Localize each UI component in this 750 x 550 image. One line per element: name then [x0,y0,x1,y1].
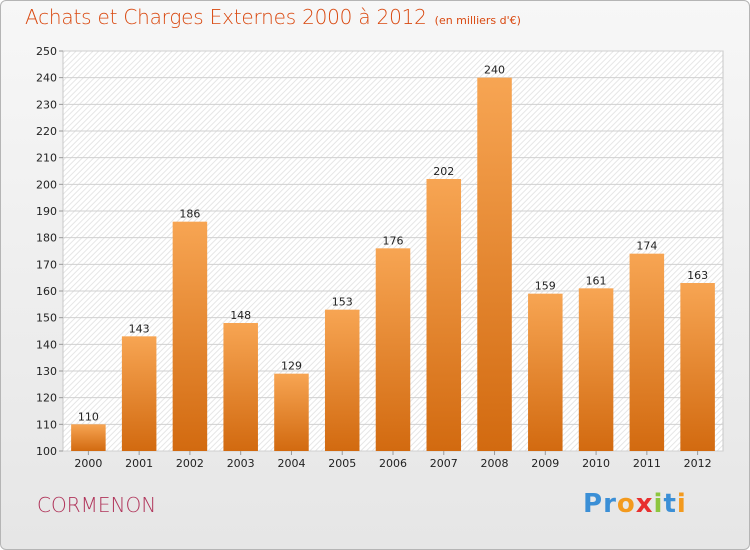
logo-letter: o [616,489,636,519]
x-tick-label-2005: 2005 [328,457,356,470]
x-tick-label-2010: 2010 [582,457,610,470]
bar-2009 [528,293,563,451]
x-tick-label-2001: 2001 [125,457,153,470]
data-label-2004: 129 [281,360,302,373]
y-tick-label: 220 [36,125,57,138]
logo-letter: r [603,489,617,519]
y-tick-label: 210 [36,152,57,165]
commune-name: CORMENON [37,493,157,517]
data-label-2007: 202 [433,165,454,178]
data-label-2010: 161 [586,274,607,287]
data-label-2012: 163 [687,269,708,282]
y-tick-label: 120 [36,392,57,405]
data-label-2003: 148 [230,309,251,322]
data-label-2000: 110 [78,410,99,423]
y-tick-label: 170 [36,258,57,271]
y-tick-label: 160 [36,285,57,298]
x-tick-label-2007: 2007 [430,457,458,470]
y-tick-label: 230 [36,98,57,111]
y-tick-label: 190 [36,205,57,218]
y-tick-label: 140 [36,338,57,351]
y-tick-label: 150 [36,312,57,325]
bar-2005 [324,309,360,451]
data-label-2006: 176 [383,234,404,247]
bar-2006 [375,248,411,451]
x-tick-label-2011: 2011 [633,457,661,470]
data-label-2011: 174 [636,240,657,253]
bar-2008 [477,77,512,452]
bar-2010 [578,288,614,451]
x-tick-label-2000: 2000 [74,457,102,470]
bar-2002 [172,221,208,451]
x-tick-label-2002: 2002 [176,457,204,470]
x-tick-label-2008: 2008 [481,457,509,470]
data-label-2005: 153 [332,296,353,309]
y-tick-label: 250 [36,45,57,58]
bar-2007 [426,179,462,451]
x-tick-label-2012: 2012 [684,457,712,470]
proxiti-logo: Proxiti [583,489,687,519]
logo-letter: i [653,489,664,519]
bar-2000 [71,424,106,451]
data-label-2002: 186 [179,208,200,221]
y-tick-label: 200 [36,178,57,191]
y-tick-label: 180 [36,232,57,245]
bar-2003 [223,323,258,451]
logo-letter: P [583,489,604,519]
bar-2012 [680,283,715,451]
data-label-2008: 240 [484,64,505,77]
y-tick-label: 110 [36,418,57,431]
logo-letter: t [663,489,677,519]
title-text: Achats et Charges Externes 2000 à 2012 [25,5,427,29]
x-tick-label-2003: 2003 [227,457,255,470]
data-label-2009: 159 [535,280,556,293]
logo-letter: x [635,489,654,519]
y-tick-label: 100 [36,445,57,458]
bar-2004 [274,373,309,451]
title-unit: (en milliers d'€) [434,14,521,27]
bar-2011 [629,253,665,451]
x-tick-label-2009: 2009 [531,457,559,470]
data-label-2001: 143 [129,322,150,335]
chart-title: Achats et Charges Externes 2000 à 2012 (e… [25,5,521,29]
x-tick-label-2004: 2004 [277,457,305,470]
y-tick-label: 240 [36,72,57,85]
bar-2001 [121,336,157,451]
logo-letter: i [676,489,687,519]
y-tick-label: 130 [36,365,57,378]
x-tick-label-2006: 2006 [379,457,407,470]
